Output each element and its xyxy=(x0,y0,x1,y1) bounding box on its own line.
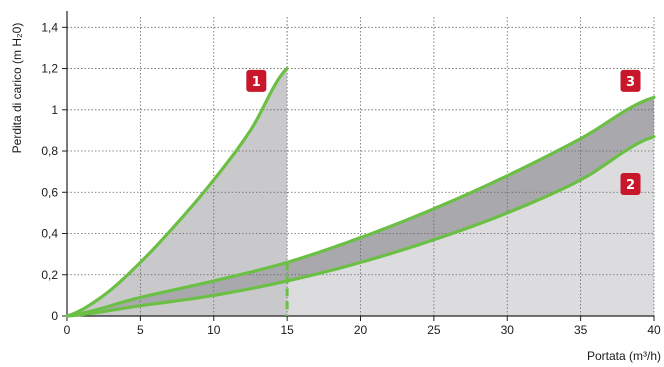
x-tick-label: 30 xyxy=(501,323,515,337)
badge-label: 3 xyxy=(626,75,635,90)
badge-label: 1 xyxy=(252,75,261,90)
series-curve-3 xyxy=(65,95,656,318)
series-curve-2 xyxy=(65,135,656,318)
x-tick-label: 10 xyxy=(207,323,221,337)
area-under-curve-2 xyxy=(287,136,654,316)
y-tick-label: 0,4 xyxy=(41,227,58,241)
x-tick-label: 25 xyxy=(427,323,441,337)
y-tick-label: 0 xyxy=(51,309,58,323)
area-under-curve-1 xyxy=(67,68,288,316)
y-tick-label: 1,2 xyxy=(41,62,58,76)
series-curve-1 xyxy=(65,66,289,318)
y-tick-label: 0,6 xyxy=(41,185,58,199)
x-tick-label: 40 xyxy=(647,323,661,337)
x-tick-label: 5 xyxy=(137,323,144,337)
x-tick-label: 15 xyxy=(280,323,294,337)
badge-background xyxy=(246,69,267,92)
chart-shading xyxy=(67,68,654,316)
badge-background xyxy=(620,69,641,92)
y-tick-label: 1,4 xyxy=(41,20,58,34)
badge-label: 2 xyxy=(626,178,635,193)
y-tick-label: 0,2 xyxy=(41,268,58,282)
x-tick-label: 0 xyxy=(64,323,71,337)
series-badge-3: 3 xyxy=(620,69,641,92)
y-axis-title: Perdita di carico (m H₂0) xyxy=(10,23,24,154)
series-badge-1: 1 xyxy=(246,69,267,92)
series-badges: 1 2 3 xyxy=(246,69,641,196)
axes xyxy=(62,11,655,321)
x-tick-label: 20 xyxy=(354,323,368,337)
series-badge-2: 2 xyxy=(620,173,641,196)
y-tick-label: 1 xyxy=(51,103,58,117)
x-axis-title: Portata (m³/h) xyxy=(587,349,661,363)
series-curves xyxy=(65,17,656,318)
y-tick-label: 0,8 xyxy=(41,144,58,158)
badge-background xyxy=(620,173,641,196)
x-tick-label: 35 xyxy=(574,323,588,337)
tick-labels: 0 5 10 15 20 25 30 35 40 0 0,2 0,4 0,6 0,8 1 1,2 1,4 xyxy=(41,20,661,337)
